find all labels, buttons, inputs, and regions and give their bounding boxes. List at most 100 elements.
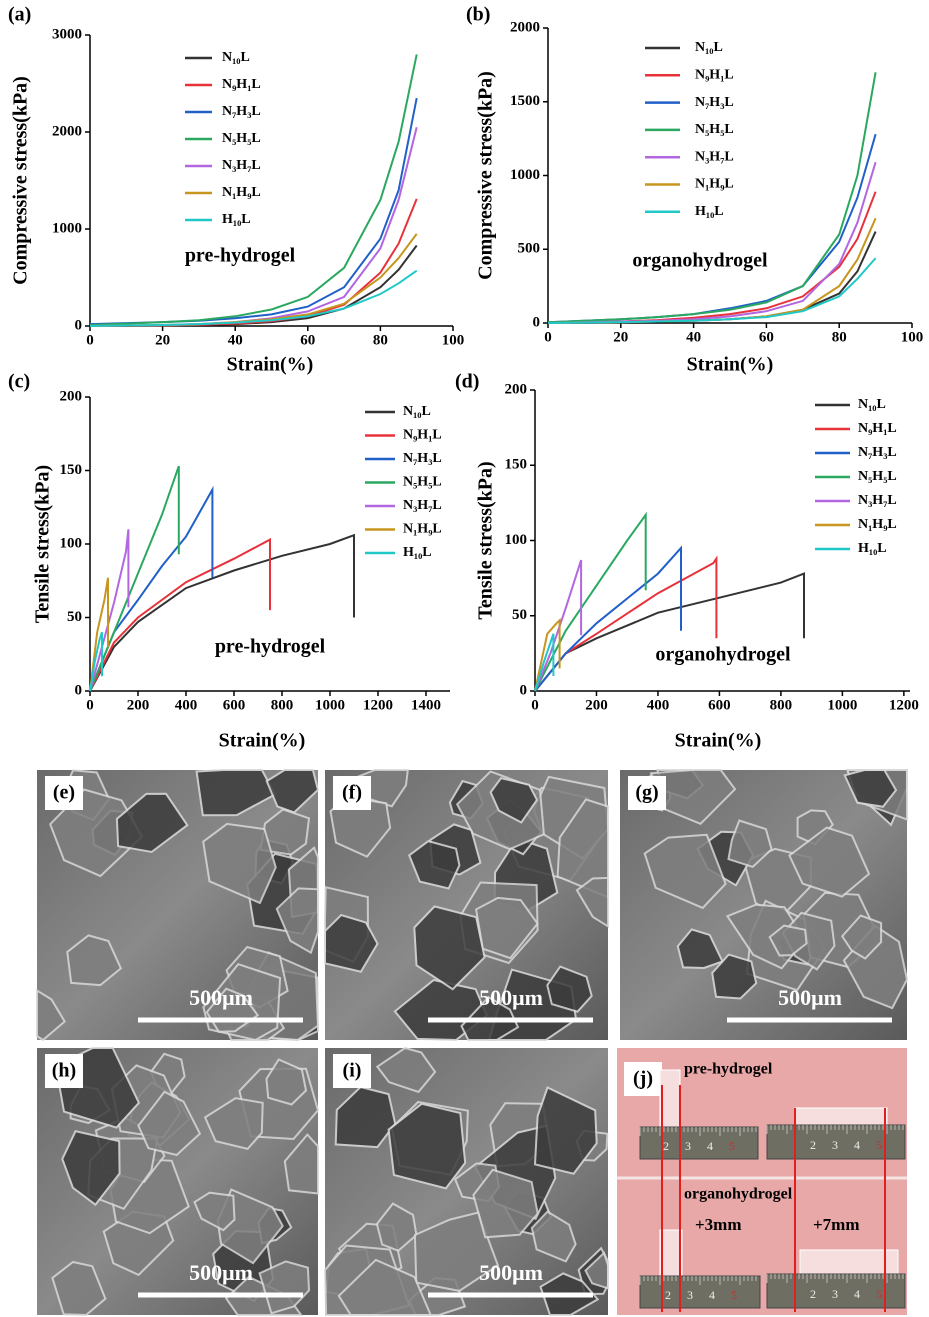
x-tick-label: 100 — [442, 332, 465, 348]
ruler-digit: 3 — [685, 1139, 691, 1153]
y-tick-label: 50 — [512, 607, 527, 623]
extension: +3mm — [695, 1215, 742, 1234]
panel-label: (i) — [343, 1060, 362, 1082]
scale-bar-label: 500μm — [189, 985, 253, 1010]
ruler-digit: 3 — [832, 1287, 838, 1301]
ruler-digit: 5 — [729, 1139, 735, 1153]
panel-label: (e) — [53, 782, 75, 804]
legend-label: H₁₀L — [222, 212, 251, 227]
y-axis-title: Tensile stress(kPa) — [475, 461, 497, 619]
y-tick-label: 200 — [60, 388, 83, 404]
x-tick-label: 1000 — [315, 697, 345, 713]
x-tick-label: 0 — [86, 697, 94, 713]
x-tick-label: 20 — [155, 332, 170, 348]
legend-label: N₁₀L — [858, 397, 886, 412]
series-line — [90, 271, 417, 326]
gel-strip — [660, 1230, 682, 1278]
ruler-digit: 5 — [876, 1287, 882, 1301]
legend-label: H₁₀L — [858, 541, 887, 556]
y-tick-label: 1500 — [510, 93, 540, 109]
legend-label: N₅H₅L — [403, 475, 442, 490]
panel-label: (g) — [635, 782, 658, 804]
x-axis-title: Strain(%) — [675, 730, 762, 752]
panel-label: (f) — [342, 782, 362, 804]
panel-label: (b) — [466, 4, 490, 26]
legend-label: N₅H₅L — [222, 131, 261, 146]
legend-label: N₉H₁L — [403, 428, 442, 443]
scale-bar-label: 500μm — [479, 985, 543, 1010]
ruler-digit: 4 — [854, 1287, 860, 1301]
legend-label: N₅H₅L — [695, 122, 734, 137]
annotation: organohydrogel — [632, 250, 768, 272]
legend-label: N₃H₇L — [695, 149, 734, 164]
y-tick-label: 50 — [67, 609, 82, 625]
panel-label: (j) — [633, 1068, 653, 1090]
panel-label: (c) — [8, 371, 30, 393]
y-tick-label: 1000 — [510, 167, 540, 183]
legend-label: N₃H₇L — [403, 498, 442, 513]
legend-label: N₁₀L — [403, 404, 431, 419]
legend-label: N₉H₁L — [222, 77, 261, 92]
y-tick-label: 100 — [505, 532, 528, 548]
ruler-digit: 2 — [810, 1287, 816, 1301]
x-tick-label: 600 — [223, 697, 246, 713]
x-axis-title: Strain(%) — [227, 354, 314, 376]
legend-label: N₇H₃L — [695, 95, 734, 110]
y-tick-label: 0 — [520, 682, 528, 698]
ruler-digit: 5 — [731, 1288, 737, 1302]
legend-label: N₇H₃L — [222, 104, 261, 119]
x-tick-label: 200 — [127, 697, 150, 713]
y-tick-label: 500 — [518, 241, 541, 257]
y-tick-label: 150 — [505, 457, 528, 473]
x-axis-title: Strain(%) — [219, 730, 306, 752]
y-tick-label: 2000 — [52, 123, 82, 139]
x-axis-title: Strain(%) — [687, 354, 774, 376]
legend-label: N₁H₉L — [222, 185, 261, 200]
x-tick-label: 0 — [86, 332, 94, 348]
legend-label: N₁H₉L — [858, 517, 897, 532]
x-tick-label: 200 — [585, 697, 608, 713]
panel-label: (h) — [52, 1060, 76, 1082]
legend-label: N₉H₁L — [695, 68, 734, 83]
x-tick-label: 100 — [901, 329, 924, 345]
x-tick-label: 80 — [373, 332, 388, 348]
legend-label: H₁₀L — [403, 545, 432, 560]
ruler-digit: 5 — [876, 1138, 882, 1152]
legend-label: N₁₀L — [222, 50, 250, 65]
gel-strip — [800, 1250, 898, 1274]
legend-label: N₁₀L — [695, 40, 723, 55]
y-axis-title: Compressive stress(kPa) — [10, 76, 32, 285]
y-tick-label: 200 — [505, 381, 528, 397]
series-line — [90, 535, 354, 691]
legend-label: N₉H₁L — [858, 421, 897, 436]
ruler-digit: 4 — [709, 1288, 715, 1302]
legend-label: H₁₀L — [695, 204, 724, 219]
x-tick-label: 60 — [759, 329, 774, 345]
legend-label: N₃H₇L — [858, 493, 897, 508]
x-tick-label: 400 — [175, 697, 198, 713]
annotation: pre-hydrogel — [185, 245, 296, 267]
y-tick-label: 100 — [60, 535, 83, 551]
y-tick-label: 150 — [60, 462, 83, 478]
y-tick-label: 1000 — [52, 220, 82, 236]
x-tick-label: 600 — [708, 697, 731, 713]
ruler-digit: 2 — [810, 1138, 816, 1152]
photo-caption: organohydrogel — [684, 1186, 793, 1203]
series-line — [90, 127, 417, 326]
x-tick-label: 1200 — [363, 697, 393, 713]
x-tick-label: 400 — [647, 697, 670, 713]
y-axis-title: Tensile stress(kPa) — [32, 465, 54, 623]
series-line — [535, 574, 804, 691]
y-tick-label: 3000 — [52, 26, 82, 42]
legend-label: N₇H₃L — [403, 451, 442, 466]
series-line — [535, 559, 716, 691]
x-tick-label: 1200 — [889, 697, 919, 713]
ruler-digit: 3 — [832, 1138, 838, 1152]
legend-label: N₁H₉L — [403, 522, 442, 537]
legend-label: N₇H₃L — [858, 445, 897, 460]
x-tick-label: 80 — [832, 329, 847, 345]
photo-caption: pre-hydrogel — [684, 1061, 773, 1078]
x-tick-label: 20 — [613, 329, 628, 345]
extension: +7mm — [813, 1215, 860, 1234]
x-tick-label: 0 — [544, 329, 552, 345]
